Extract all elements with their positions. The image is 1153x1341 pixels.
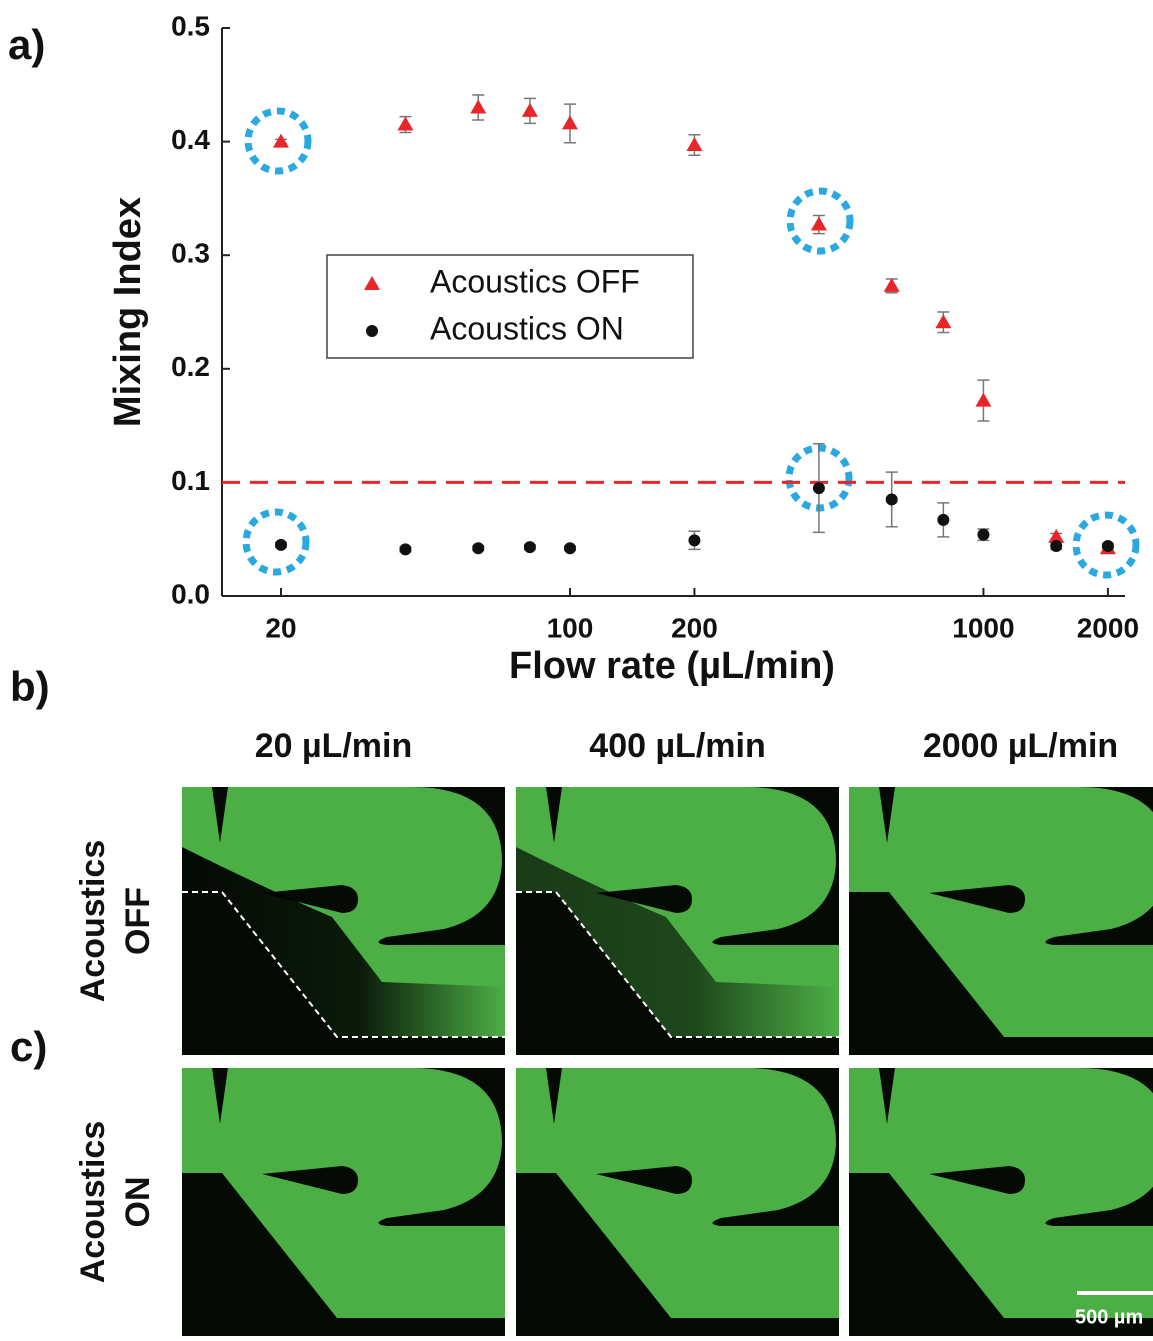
- channel-island: [596, 885, 692, 913]
- micrograph: [849, 787, 1153, 1055]
- channel: [849, 787, 1153, 1037]
- unmixed-region: [516, 847, 839, 1037]
- x-axis-label: Flow rate (µL/min): [509, 645, 835, 687]
- channel-notch: [879, 787, 895, 843]
- legend-label: Acoustics ON: [430, 310, 624, 346]
- marker: [977, 528, 990, 541]
- micrograph: [516, 787, 839, 1055]
- channel-notch: [546, 787, 562, 843]
- marker: [272, 133, 289, 148]
- legend-label: Acoustics OFF: [430, 263, 640, 299]
- marker: [399, 543, 412, 556]
- channel-island: [929, 1166, 1025, 1194]
- micrograph: 500 µm: [849, 1068, 1153, 1336]
- x-tick-label: 100: [547, 612, 594, 643]
- marker: [1050, 540, 1063, 553]
- marker: [812, 482, 825, 495]
- column-title: 2000 µL/min: [923, 727, 1118, 765]
- column-title: 20 µL/min: [255, 727, 413, 765]
- highlight-circle: [244, 107, 312, 175]
- highlight-circle: [786, 187, 854, 255]
- marker: [883, 277, 900, 292]
- marker: [366, 325, 378, 337]
- y-tick-label: 0.3: [171, 238, 210, 269]
- channel-notch: [546, 1068, 562, 1124]
- channel-notch: [212, 787, 228, 843]
- y-axis-label: Mixing Index: [107, 197, 149, 427]
- channel-island: [262, 1166, 358, 1194]
- y-tick-label: 0.2: [171, 351, 210, 382]
- channel-notch: [879, 1068, 895, 1124]
- marker: [563, 542, 576, 555]
- marker: [364, 276, 380, 290]
- marker: [472, 542, 485, 555]
- marker: [397, 116, 414, 131]
- x-tick-label: 1000: [952, 612, 1014, 643]
- scale-bar-label: 500 µm: [1075, 1306, 1143, 1328]
- y-tick-label: 0.0: [171, 578, 210, 609]
- marker: [686, 137, 703, 152]
- marker: [688, 534, 701, 547]
- wall-outline: [182, 891, 505, 1038]
- x-tick-label: 20: [265, 612, 296, 643]
- marker: [274, 538, 287, 551]
- channel-island: [262, 885, 358, 913]
- marker: [935, 314, 952, 329]
- channel-notch: [212, 1068, 228, 1124]
- channel-island: [929, 885, 1025, 913]
- y-tick-label: 0.1: [171, 465, 210, 496]
- marker: [521, 102, 538, 117]
- channel: [849, 1068, 1153, 1318]
- marker: [1101, 540, 1114, 553]
- x-tick-label: 2000: [1077, 612, 1139, 643]
- micrograph: [182, 1068, 505, 1336]
- y-tick-label: 0.4: [171, 124, 210, 155]
- column-title: 400 µL/min: [589, 727, 765, 765]
- marker: [523, 541, 536, 554]
- row-label: Acoustics: [74, 840, 112, 1003]
- marker: [975, 392, 992, 407]
- row-label: OFF: [119, 887, 157, 955]
- marker: [470, 99, 487, 114]
- row-label: ON: [119, 1177, 157, 1228]
- panel-label: c): [10, 1023, 47, 1070]
- marker: [561, 115, 578, 130]
- micrograph: [182, 787, 505, 1055]
- highlight-circle: [1072, 511, 1140, 579]
- highlight-circle: [242, 508, 310, 576]
- marker: [1048, 528, 1065, 543]
- panel-label: b): [10, 663, 50, 710]
- x-tick-label: 200: [671, 612, 718, 643]
- marker: [810, 216, 827, 231]
- channel-island: [596, 1166, 692, 1194]
- panel-label: a): [8, 21, 45, 68]
- y-tick-label: 0.5: [171, 10, 210, 41]
- legend-box: [326, 254, 694, 359]
- row-label: Acoustics: [74, 1121, 112, 1284]
- marker: [885, 493, 898, 506]
- micrograph: [516, 1068, 839, 1336]
- unmixed-region: [182, 847, 505, 1037]
- marker: [937, 513, 950, 526]
- wall-outline: [516, 891, 839, 1038]
